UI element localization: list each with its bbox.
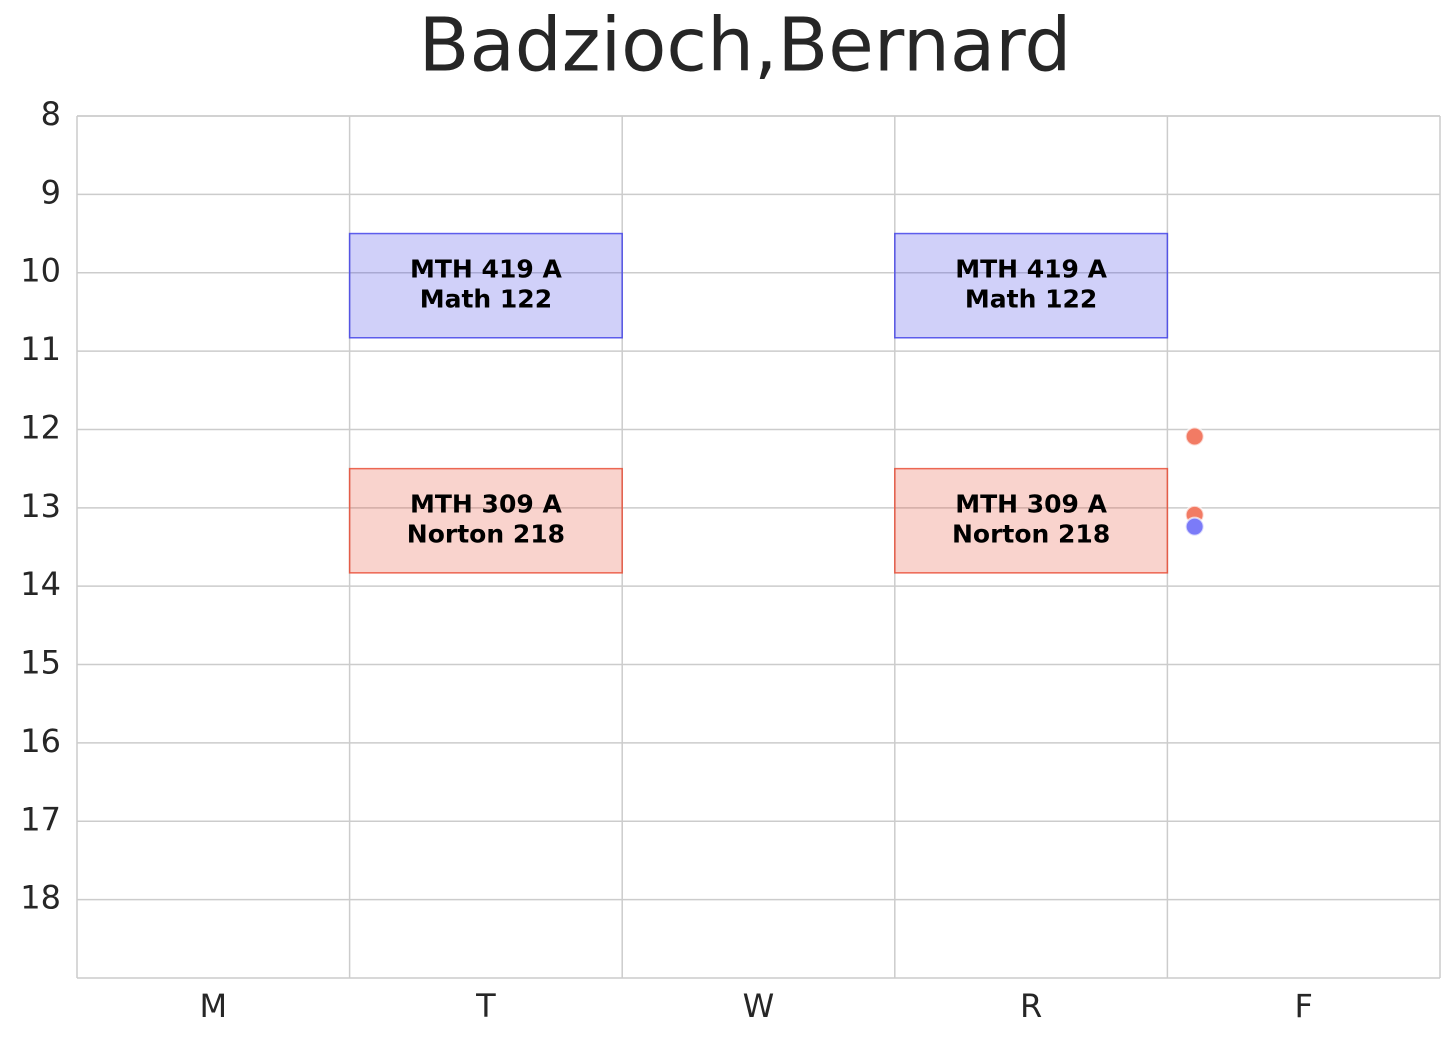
class-block [348, 467, 623, 574]
x-tick-label: T [475, 987, 496, 1025]
y-tick-label: 17 [20, 800, 61, 838]
y-tick-label: 18 [20, 879, 61, 917]
point [1184, 516, 1205, 537]
x-tick-label: R [1020, 987, 1042, 1025]
y-tick-label: 12 [20, 408, 61, 446]
y-tick-label: 10 [20, 252, 61, 290]
block-course: MTH 419 A [955, 255, 1107, 284]
y-tick-label: 15 [20, 644, 61, 682]
block-room: Math 122 [965, 285, 1097, 314]
y-tick-label: 11 [20, 330, 61, 368]
class-block [348, 232, 623, 339]
point [1184, 426, 1205, 447]
x-tick-label: M [199, 987, 227, 1025]
block-course: MTH 419 A [410, 255, 562, 284]
block-room: Math 122 [420, 285, 552, 314]
x-tick-label: F [1294, 987, 1312, 1025]
x-tick-label: W [743, 987, 775, 1025]
y-tick-label: 13 [20, 487, 61, 525]
class-block [894, 467, 1169, 574]
chart-title: Badzioch,Bernard [419, 3, 1072, 89]
block-room: Norton 218 [407, 520, 565, 549]
block-room: Norton 218 [952, 520, 1110, 549]
y-tick-label: 9 [41, 173, 61, 211]
block-course: MTH 309 A [410, 490, 562, 519]
y-tick-label: 14 [20, 565, 61, 603]
class-block [894, 232, 1169, 339]
y-tick-label: 8 [41, 95, 61, 133]
y-tick-label: 16 [20, 722, 61, 760]
block-course: MTH 309 A [955, 490, 1107, 519]
